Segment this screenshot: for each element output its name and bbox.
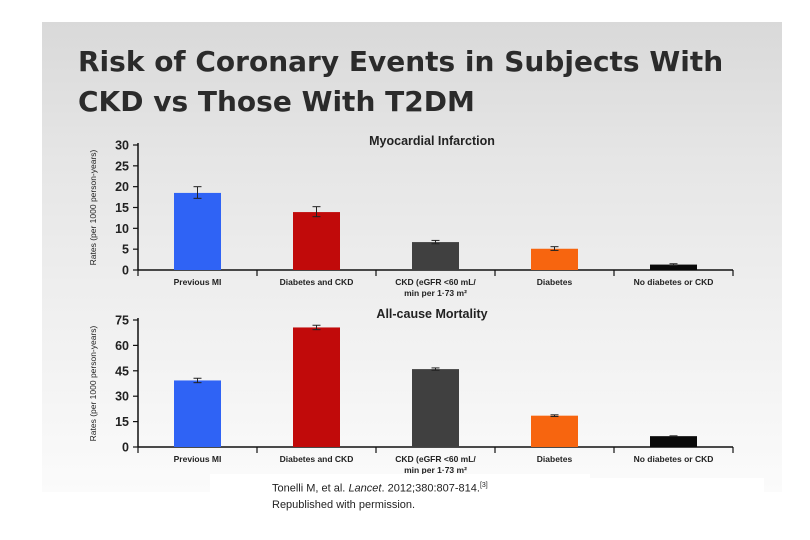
citation-line-2: Republished with permission. [272, 498, 416, 511]
mortality-bar-4 [531, 415, 578, 447]
mi-category-label-3: min per 1·73 m² [404, 288, 467, 298]
mi-y-tick-label: 30 [115, 139, 129, 153]
mi-y-axis-label: Rates (per 1000 person-years) [88, 149, 98, 265]
mi-y-tick-label: 15 [115, 201, 129, 215]
mortality-y-tick-label: 15 [115, 415, 129, 429]
mortality-category-label-1: Previous MI [174, 454, 222, 464]
citation-journal: Lancet [348, 482, 382, 495]
mortality-y-tick-label: 0 [122, 441, 129, 455]
mi-bar-3 [412, 242, 459, 270]
mortality-category-label-5: No diabetes or CKD [634, 454, 714, 464]
citation-rest: . 2012;380:807-814. [381, 482, 480, 495]
mortality-chart-title: All-cause Mortality [376, 307, 487, 321]
mi-chart-title: Myocardial Infarction [369, 134, 495, 148]
mi-y-tick-label: 5 [122, 243, 129, 257]
mi-category-label-2: Diabetes and CKD [280, 277, 354, 287]
mi-category-label-5: No diabetes or CKD [634, 277, 714, 287]
citation-line-1: Tonelli M, et al. Lancet. 2012;380:807-8… [272, 478, 590, 497]
mortality-bar-3 [412, 369, 459, 447]
citation: Tonelli M, et al. Lancet. 2012;380:807-8… [210, 474, 590, 511]
mi-category-label-4: Diabetes [537, 277, 573, 287]
mi-category-label-3: CKD (eGFR <60 mL/ [395, 277, 476, 287]
mortality-y-tick-label: 75 [115, 314, 129, 328]
citation-reference: [3] [479, 482, 488, 489]
citation-panel-right [590, 478, 764, 510]
mortality-category-label-3: min per 1·73 m² [404, 465, 467, 475]
citation-author: Tonelli M, et al. [272, 482, 346, 495]
mortality-bar-1 [174, 380, 221, 447]
mortality-y-axis-label: Rates (per 1000 person-years) [88, 325, 98, 441]
mortality-category-label-3: CKD (eGFR <60 mL/ [395, 454, 476, 464]
mi-category-label-1: Previous MI [174, 277, 222, 287]
mi-y-tick-label: 0 [122, 264, 129, 278]
mi-bar-2 [293, 212, 340, 270]
mi-y-tick-label: 25 [115, 159, 129, 173]
mi-bar-5 [650, 264, 697, 270]
mortality-category-label-2: Diabetes and CKD [280, 454, 354, 464]
mortality-y-tick-label: 60 [115, 339, 129, 353]
slide-title-line-2: CKD vs Those With T2DM [78, 85, 475, 118]
mortality-category-label-4: Diabetes [537, 454, 573, 464]
mortality-bar-5 [650, 436, 697, 447]
mortality-bar-2 [293, 327, 340, 447]
mi-y-tick-label: 10 [115, 222, 129, 236]
mortality-y-tick-label: 30 [115, 390, 129, 404]
mi-bar-1 [174, 192, 221, 270]
slide-title-line-1: Risk of Coronary Events in Subjects With [78, 45, 724, 78]
mortality-y-tick-label: 45 [115, 364, 129, 378]
mi-bar-4 [531, 248, 578, 270]
slide-title: Risk of Coronary Events in Subjects With… [78, 42, 738, 122]
mi-y-tick-label: 20 [115, 180, 129, 194]
